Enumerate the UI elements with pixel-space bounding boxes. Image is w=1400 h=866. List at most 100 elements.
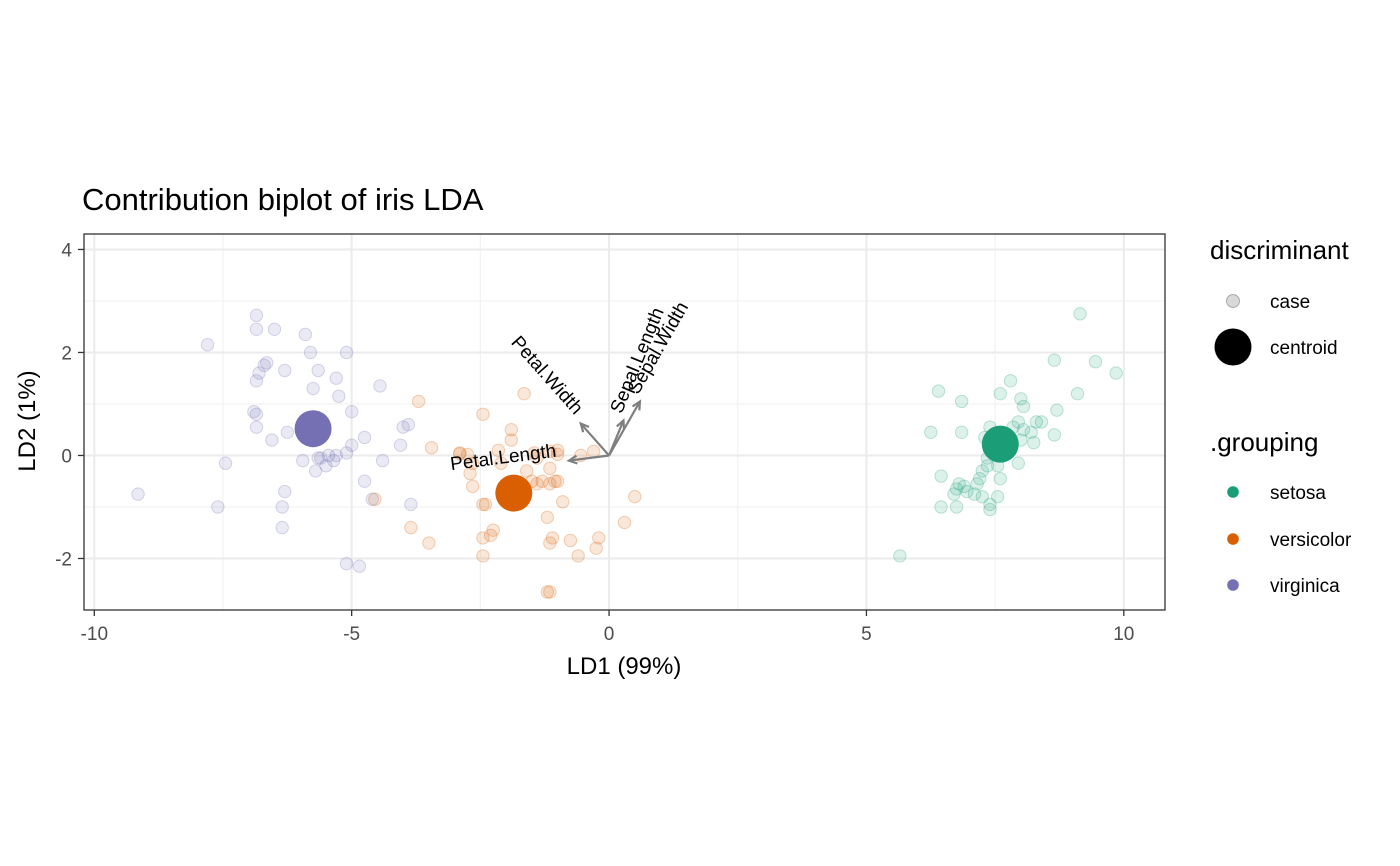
case-point-setosa bbox=[1050, 403, 1064, 417]
case-point-setosa bbox=[1070, 386, 1085, 401]
case-point-versicolor bbox=[519, 464, 534, 478]
plot-panel: Sepal.LengthSepal.WidthPetal.WidthPetal.… bbox=[55, 233, 1166, 645]
case-point-versicolor bbox=[535, 474, 549, 488]
centroid-setosa bbox=[981, 425, 1019, 463]
case-point-virginica bbox=[396, 420, 410, 434]
case-point-setosa bbox=[1024, 425, 1038, 440]
case-point-virginica bbox=[252, 366, 266, 380]
case-point-virginica bbox=[303, 345, 318, 360]
centroid-virginica bbox=[294, 410, 332, 448]
legend: discriminant case centroid .grouping setosa v… bbox=[1210, 235, 1352, 597]
case-point-virginica bbox=[373, 379, 387, 393]
case-point-versicolor bbox=[556, 495, 570, 509]
case-point-setosa bbox=[975, 464, 989, 478]
case-point-virginica bbox=[404, 497, 418, 512]
case-point-versicolor bbox=[548, 474, 562, 488]
case-point-setosa bbox=[972, 471, 987, 486]
case-point-versicolor bbox=[460, 447, 475, 462]
case-point-setosa bbox=[952, 477, 966, 491]
case-point-setosa bbox=[957, 479, 971, 494]
case-point-setosa bbox=[1011, 456, 1025, 470]
case-point-virginica bbox=[275, 500, 289, 514]
case-point-virginica bbox=[249, 308, 264, 323]
case-point-versicolor bbox=[589, 541, 603, 555]
case-point-setosa bbox=[1014, 392, 1028, 406]
case-point-versicolor bbox=[504, 423, 518, 437]
case-point-virginica bbox=[329, 371, 343, 385]
case-point-versicolor bbox=[527, 446, 542, 460]
case-point-virginica bbox=[332, 389, 346, 403]
x-tick-label: 10 bbox=[1113, 624, 1134, 645]
case-point-versicolor bbox=[478, 497, 493, 512]
arrowhead-Petal.Length bbox=[566, 454, 578, 465]
case-point-versicolor bbox=[476, 407, 490, 421]
x-tick-label: -10 bbox=[81, 624, 108, 645]
case-point-versicolor bbox=[483, 528, 498, 543]
legend-label-versicolor: versicolor bbox=[1270, 530, 1352, 551]
legend-key-versicolor bbox=[1227, 533, 1239, 545]
legend-label-centroid: centroid bbox=[1270, 338, 1338, 359]
case-point-setosa bbox=[993, 471, 1007, 486]
case-point-virginica bbox=[311, 363, 325, 378]
case-point-virginica bbox=[306, 381, 320, 396]
y-tick-label: -2 bbox=[55, 549, 72, 570]
case-point-virginica bbox=[249, 322, 264, 336]
legend-key-setosa bbox=[1227, 486, 1239, 498]
case-point-setosa bbox=[967, 487, 982, 501]
case-point-versicolor bbox=[543, 585, 557, 599]
case-point-virginica bbox=[352, 559, 367, 573]
case-point-versicolor bbox=[504, 433, 518, 447]
case-point-versicolor bbox=[545, 531, 560, 545]
case-point-virginica bbox=[280, 425, 295, 440]
arrow-Petal.Width bbox=[579, 422, 610, 457]
case-point-setosa bbox=[893, 549, 907, 563]
case-point-setosa bbox=[983, 497, 997, 512]
case-point-versicolor bbox=[491, 443, 506, 458]
case-point-virginica bbox=[200, 338, 215, 352]
case-point-versicolor bbox=[628, 489, 642, 504]
case-point-virginica bbox=[296, 453, 310, 468]
case-point-versicolor bbox=[586, 444, 601, 459]
case-point-setosa bbox=[1029, 415, 1044, 429]
case-point-virginica bbox=[357, 430, 372, 445]
arrowhead-Sepal.Length bbox=[616, 418, 626, 430]
case-point-versicolor bbox=[571, 549, 585, 563]
case-point-versicolor bbox=[404, 520, 418, 535]
arrowhead-Sepal.Width bbox=[631, 399, 642, 411]
case-point-virginica bbox=[257, 358, 271, 373]
case-point-virginica bbox=[211, 500, 225, 514]
case-point-versicolor bbox=[463, 466, 477, 481]
case-point-setosa bbox=[993, 386, 1007, 401]
case-point-virginica bbox=[365, 492, 379, 506]
case-point-versicolor bbox=[465, 479, 480, 494]
case-point-virginica bbox=[314, 451, 328, 465]
case-point-virginica bbox=[357, 474, 372, 488]
case-point-versicolor bbox=[617, 515, 632, 530]
case-point-setosa bbox=[991, 489, 1005, 504]
case-point-setosa bbox=[1011, 415, 1025, 429]
case-point-virginica bbox=[344, 404, 359, 419]
y-tick-label: 2 bbox=[61, 343, 72, 364]
x-tick-label: 5 bbox=[861, 624, 872, 645]
case-point-versicolor bbox=[550, 474, 565, 488]
case-point-virginica bbox=[249, 374, 264, 388]
y-tick-label: 0 bbox=[61, 446, 72, 467]
case-point-versicolor bbox=[453, 447, 467, 461]
case-point-versicolor bbox=[543, 477, 557, 491]
case-point-virginica bbox=[265, 433, 279, 447]
case-point-virginica bbox=[275, 520, 289, 535]
panel-border bbox=[83, 233, 1166, 611]
case-point-setosa bbox=[954, 394, 969, 409]
case-point-virginica bbox=[247, 404, 261, 419]
case-point-setosa bbox=[949, 482, 964, 496]
case-point-setosa bbox=[949, 500, 964, 514]
case-point-versicolor bbox=[592, 531, 606, 545]
case-point-virginica bbox=[267, 322, 282, 336]
case-point-setosa bbox=[1047, 428, 1062, 442]
case-point-virginica bbox=[249, 407, 264, 421]
y-tick-label: 4 bbox=[61, 240, 72, 261]
case-point-virginica bbox=[329, 448, 343, 463]
case-point-setosa bbox=[1003, 374, 1018, 388]
case-point-setosa bbox=[931, 384, 946, 398]
